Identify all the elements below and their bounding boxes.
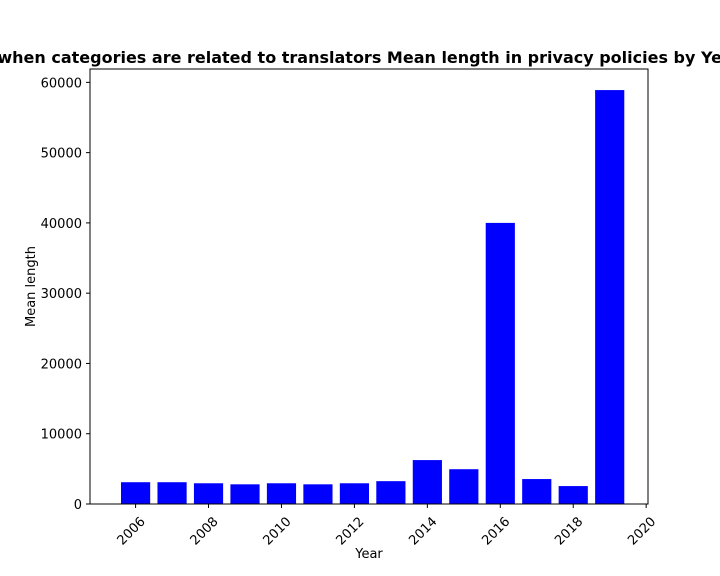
y-axis: 0 10000 20000 30000 40000 50000 60000 [41, 76, 90, 513]
x-tick-label: 2010 [261, 514, 295, 548]
bar-2017 [522, 479, 552, 504]
y-tick-label: 20000 [41, 357, 82, 372]
x-tick-label: 2018 [552, 514, 586, 548]
bars-group [121, 90, 625, 504]
x-tick-label: 2008 [188, 514, 222, 548]
y-tick-label: 30000 [41, 287, 82, 302]
bar-2008 [193, 483, 224, 504]
chart-title: when categories are related to translato… [0, 48, 720, 67]
y-tick-label: 40000 [41, 217, 82, 232]
plot-frame [89, 68, 649, 505]
bar-2010 [266, 483, 297, 504]
y-tick-label: 10000 [41, 428, 82, 443]
x-tick-label: 2016 [479, 514, 513, 548]
x-tick-label: 2020 [625, 514, 659, 548]
y-tick-label: 50000 [41, 147, 82, 162]
bar-2016 [485, 222, 515, 504]
bar-2009 [230, 484, 260, 504]
bar-2014 [412, 460, 442, 504]
bar-2018 [558, 486, 588, 504]
x-tick-label: 2012 [333, 514, 367, 548]
bar-2007 [157, 482, 187, 504]
bar-2011 [303, 484, 333, 504]
bar-2006 [121, 482, 151, 504]
bar-2015 [449, 469, 479, 504]
x-axis-label: Year [354, 547, 383, 562]
y-tick-label: 0 [74, 498, 82, 513]
y-tick-label: 60000 [41, 76, 82, 91]
x-tick-label: 2006 [115, 514, 149, 548]
bar-2013 [376, 481, 406, 504]
bar-2019 [595, 90, 625, 504]
bar-2012 [339, 483, 369, 504]
x-axis: 2006 2008 2010 2012 2014 2016 2018 2020 [115, 504, 659, 548]
x-tick-label: 2014 [406, 514, 440, 548]
y-axis-label: Mean length [24, 246, 39, 327]
